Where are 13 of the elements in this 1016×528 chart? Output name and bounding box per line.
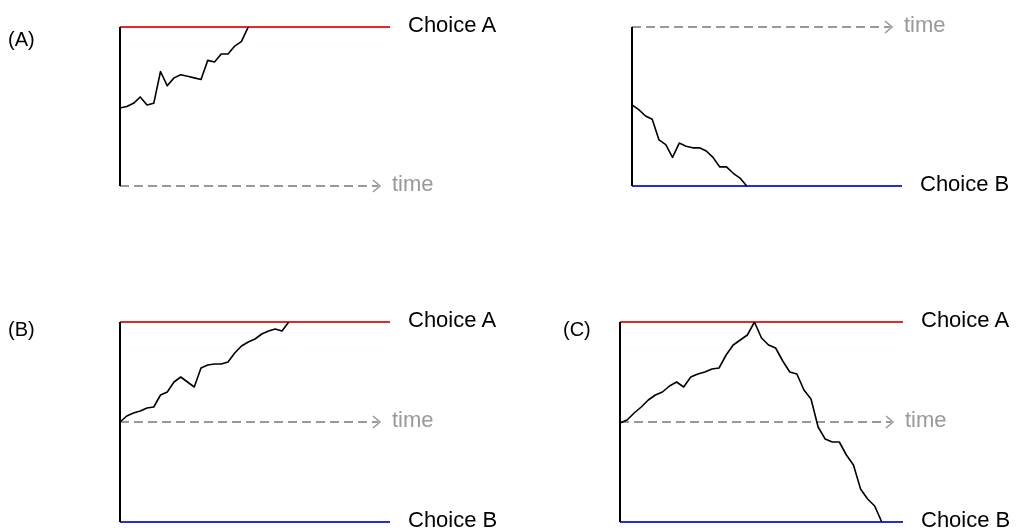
ref-line-label: Choice B [921, 507, 1011, 528]
ref-line-label: Choice A [408, 307, 497, 333]
ref-line-label: Choice A [408, 12, 497, 38]
ref-line-label: time [392, 171, 434, 197]
ref-line-label: Choice B [920, 171, 1010, 197]
chart-title: (B) [8, 317, 35, 340]
ref-line-label: Choice A [921, 307, 1010, 333]
ref-line-label: time [904, 12, 946, 38]
ref-line-label: time [905, 407, 947, 433]
chart-title: (C) [563, 317, 591, 340]
ref-line-label: time [392, 407, 434, 433]
ref-line-label: Choice B [408, 507, 498, 528]
chart-title: (A) [8, 27, 35, 50]
